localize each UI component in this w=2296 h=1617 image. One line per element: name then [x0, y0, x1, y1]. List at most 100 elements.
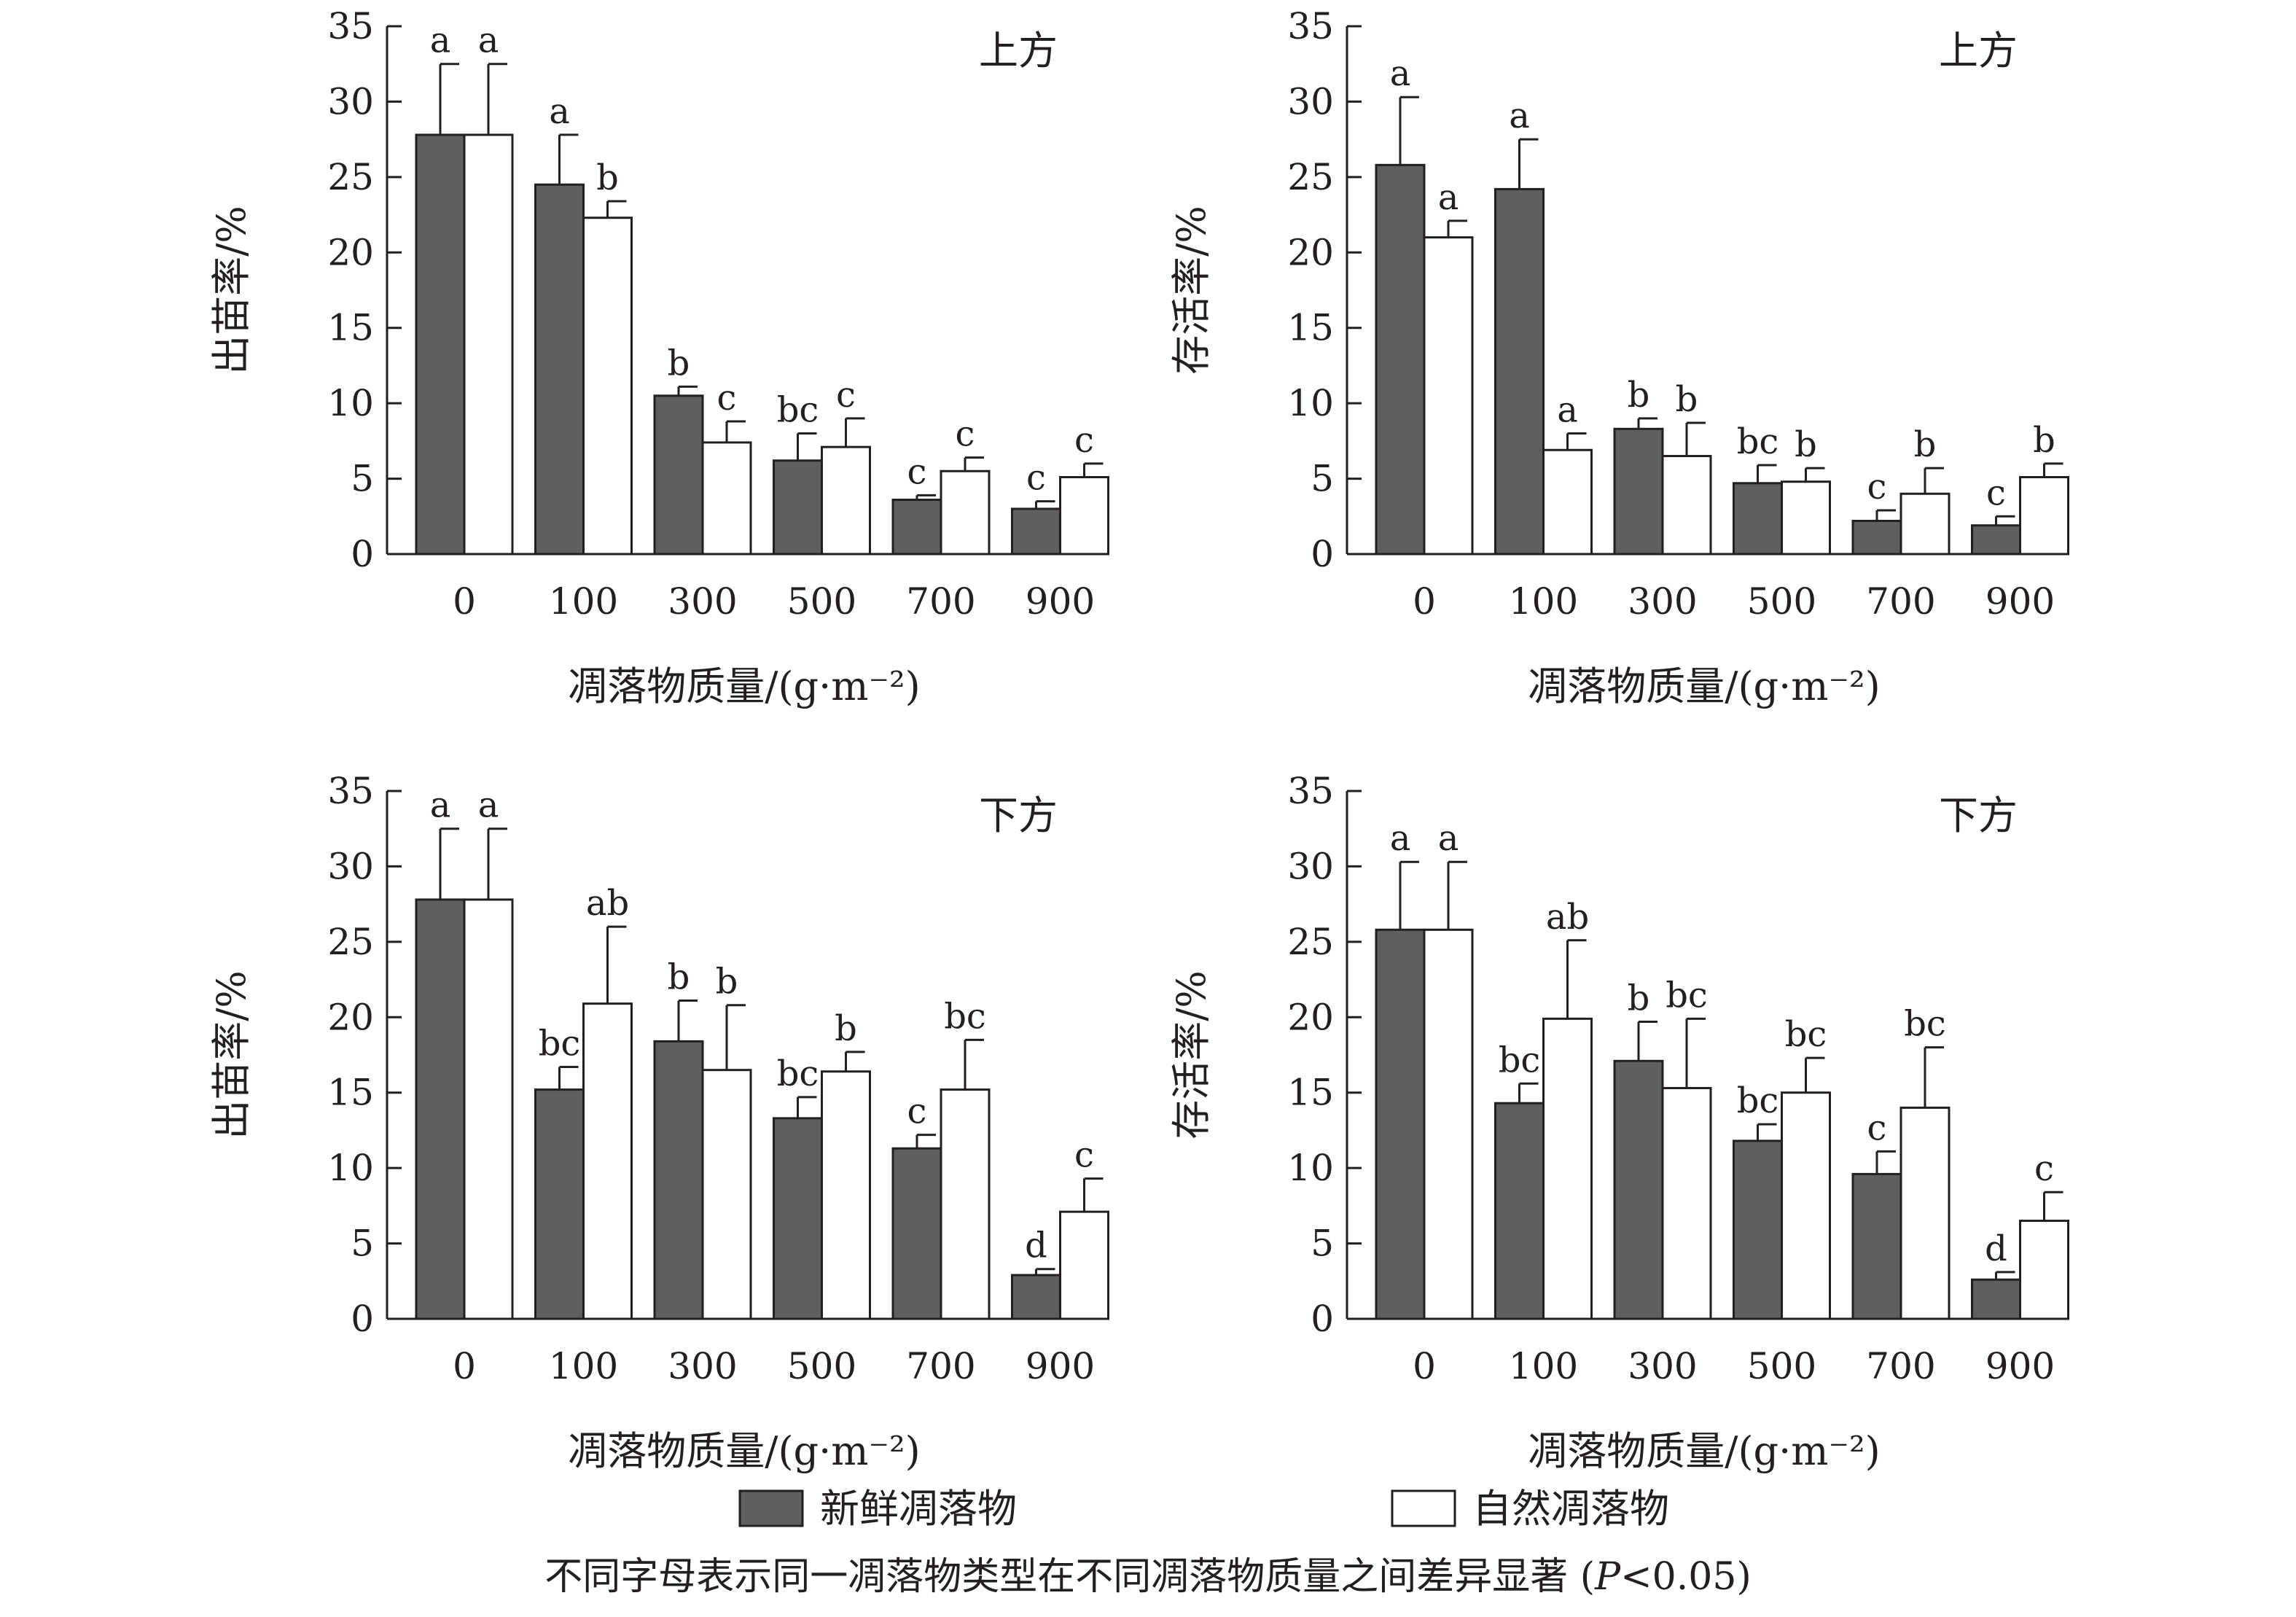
significance-letter: b — [1628, 978, 1650, 1018]
y-tick-label: 20 — [1287, 231, 1334, 273]
y-tick-label: 35 — [327, 770, 374, 812]
x-tick-label: 900 — [1026, 580, 1095, 623]
significance-letter: a — [478, 785, 499, 826]
footnote-text-after: <0.05) — [1620, 1555, 1752, 1599]
bar-natural — [701, 441, 752, 556]
bar-fresh — [415, 133, 466, 556]
y-tick-label: 35 — [1287, 5, 1334, 47]
bar-fresh — [1375, 928, 1426, 1320]
bar-natural — [1542, 448, 1593, 556]
y-tick-label: 35 — [1287, 770, 1334, 812]
panel-label: 下方 — [979, 792, 1058, 838]
bar-fresh — [1733, 1139, 1783, 1320]
significance-letter: b — [2033, 420, 2055, 461]
y-tick-label: 25 — [327, 156, 374, 198]
bar-natural — [2019, 1220, 2069, 1320]
significance-letter: b — [1914, 424, 1937, 465]
significance-letter: a — [478, 20, 499, 61]
significance-letter: b — [596, 157, 619, 198]
x-tick-label: 900 — [1985, 1345, 2055, 1387]
y-tick-label: 10 — [327, 382, 374, 424]
significance-letter: bc — [777, 1053, 819, 1094]
x-axis-title: 凋落物质量/(g·m⁻²) — [1528, 1428, 1880, 1474]
bar-fresh — [891, 1147, 942, 1320]
significance-letter: bc — [944, 996, 986, 1037]
x-tick-label: 900 — [1985, 580, 2055, 623]
y-tick-label: 25 — [1287, 156, 1334, 198]
significance-letter: c — [1986, 472, 2006, 513]
chart-panel-4: 0 5 10 15 20 25 30 35 存活率/% 凋落物质量/(g·m⁻²) 下方 0 a a 100… — [1168, 770, 2069, 1474]
y-tick-label: 5 — [351, 458, 374, 500]
x-tick-label: 500 — [787, 1345, 856, 1387]
y-tick-label: 20 — [327, 996, 374, 1038]
legend-label-natural: 自然凋落物 — [1472, 1486, 1669, 1532]
bar-fresh — [1733, 482, 1783, 556]
bar-natural — [940, 1088, 991, 1320]
significance-letter: bc — [1499, 1040, 1541, 1080]
bar-fresh — [1971, 524, 2021, 556]
significance-letter: d — [1985, 1228, 2007, 1269]
bar-fresh — [415, 898, 466, 1320]
bar-natural — [940, 469, 991, 556]
significance-letter: bc — [777, 390, 819, 431]
bar-natural — [821, 1070, 871, 1320]
significance-letter: a — [549, 91, 570, 132]
bar-natural — [1661, 1087, 1712, 1320]
legend-swatch-natural — [1391, 1489, 1456, 1527]
chart-panel-3: 0 5 10 15 20 25 30 35 出苗率/% 凋落物质量/(g·m⁻²) 下方 0 a a 100… — [208, 770, 1109, 1474]
bar-natural — [1899, 1106, 1951, 1320]
significance-letter: b — [1628, 375, 1650, 416]
bar-natural — [582, 1002, 633, 1320]
bar-natural — [1059, 1210, 1109, 1320]
bar-natural — [701, 1069, 752, 1320]
y-tick-label: 0 — [351, 1298, 374, 1340]
significance-letter: c — [1074, 420, 1094, 461]
footnote-p-symbol: P — [1594, 1555, 1621, 1599]
significance-letter: bc — [1737, 421, 1779, 462]
bar-natural — [463, 133, 514, 556]
panel-label: 上方 — [979, 28, 1058, 74]
bar-fresh — [1011, 507, 1061, 556]
x-axis-title: 凋落物质量/(g·m⁻²) — [1528, 663, 1880, 709]
bar-fresh — [534, 183, 585, 556]
y-tick-label: 0 — [1311, 1298, 1334, 1340]
significance-letter: c — [1867, 467, 1887, 507]
significance-letter: bc — [539, 1024, 581, 1064]
x-tick-label: 0 — [453, 580, 476, 623]
y-tick-label: 5 — [351, 1223, 374, 1265]
y-tick-label: 15 — [327, 307, 374, 349]
significance-letter: b — [716, 962, 738, 1002]
bar-natural — [1781, 1091, 1831, 1320]
y-tick-label: 0 — [1311, 533, 1334, 575]
bar-natural — [1661, 455, 1712, 556]
bar-fresh — [1613, 427, 1664, 556]
y-axis-title: 存活率/% — [1168, 206, 1214, 375]
x-tick-label: 0 — [1413, 580, 1436, 623]
y-tick-label: 10 — [1287, 1147, 1334, 1189]
y-tick-label: 25 — [327, 921, 374, 963]
significance-letter: a — [430, 785, 451, 826]
bar-natural — [2019, 476, 2069, 556]
bar-fresh — [773, 459, 823, 556]
significance-letter: c — [1074, 1135, 1094, 1176]
significance-letter: bc — [1904, 1004, 1946, 1045]
y-tick-label: 15 — [327, 1072, 374, 1114]
significance-letter: c — [907, 451, 927, 492]
bar-fresh — [1613, 1059, 1664, 1320]
panel-label: 上方 — [1939, 28, 2018, 74]
x-tick-label: 700 — [1866, 1345, 1935, 1387]
significance-letter: bc — [1737, 1080, 1779, 1121]
significance-letter: b — [668, 957, 690, 998]
bar-fresh — [653, 1040, 704, 1320]
significance-letter: b — [1676, 379, 1698, 420]
x-tick-label: 100 — [549, 580, 618, 623]
legend-swatch-fresh — [738, 1489, 804, 1527]
y-tick-label: 20 — [1287, 996, 1334, 1038]
significance-letter: b — [835, 1008, 857, 1049]
significance-letter: c — [1026, 458, 1046, 499]
significance-letter: ab — [586, 883, 629, 924]
y-tick-label: 30 — [327, 845, 374, 887]
